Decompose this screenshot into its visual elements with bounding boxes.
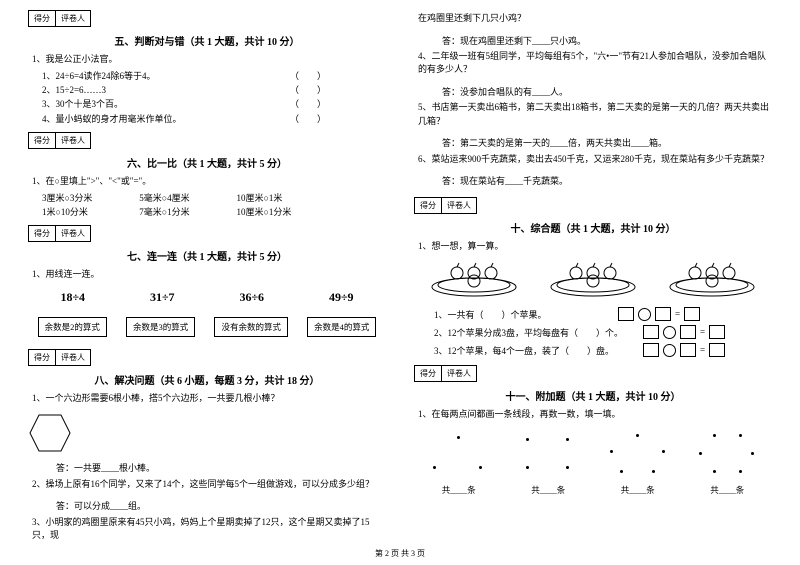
s10-q1: 1、想一想，算一算。	[418, 240, 772, 254]
remainder-box: 没有余数的算式	[214, 317, 288, 337]
s6-row2: 1米○10分米 7毫米○1分米 10厘米○1分米	[42, 205, 386, 219]
blank-box[interactable]	[618, 307, 634, 321]
score-box: 得分 评卷人	[28, 349, 91, 366]
div-expr: 36÷6	[239, 290, 264, 305]
blank-box[interactable]	[643, 343, 659, 357]
s8-a3: 答：现在鸡圈里还剩下____只小鸡。	[442, 34, 772, 48]
dot-sets	[414, 430, 772, 480]
s8-a5: 答：第二天卖的是第一天的____倍，两天共卖出____箱。	[442, 136, 772, 150]
score-box: 得分 评卷人	[28, 132, 91, 149]
blank-circle[interactable]	[638, 308, 651, 321]
score-box: 得分 评卷人	[28, 10, 91, 27]
s8-a1: 答：一共要____根小棒。	[56, 461, 386, 475]
s8-a2: 答：可以分成____组。	[56, 499, 386, 513]
dot-set-4	[508, 430, 588, 480]
score-box: 得分 评卷人	[414, 197, 477, 214]
division-row: 18÷4 31÷7 36÷6 49÷9	[28, 290, 386, 305]
fill-label: 共____条	[710, 484, 744, 496]
s5-q1: 1、我是公正小法官。	[32, 53, 386, 67]
section-10-title: 十、综合题（共 1 大题，共计 10 分）	[414, 220, 772, 235]
blank-box[interactable]	[680, 325, 696, 339]
dot-set-6	[687, 430, 767, 480]
s8-q4: 4、二年级一班有5组同学，平均每组有5个，"六•一"节有21人参加合唱队，没参加…	[418, 50, 772, 77]
s6-q1: 1、在○里填上">"、"<"或"="。	[32, 175, 386, 189]
score-box: 得分 评卷人	[28, 225, 91, 242]
blank-circle[interactable]	[663, 344, 676, 357]
blank-box[interactable]	[655, 307, 671, 321]
page-footer: 第 2 页 共 3 页	[0, 548, 800, 559]
s10-line3: 3、12个苹果，每4个一盘，装了（ ）盘。 =	[434, 343, 772, 357]
blank-box[interactable]	[709, 343, 725, 357]
blank-box[interactable]	[709, 325, 725, 339]
s5-i1: 1、24÷6=4读作24除6等于4。（ ）	[42, 69, 386, 83]
s10-line2: 2、12个苹果分成3盘，平均每盘有（ ）个。 =	[434, 325, 772, 339]
fill-label: 共____条	[621, 484, 655, 496]
s7-q1: 1、用线连一连。	[32, 268, 386, 282]
blank-box[interactable]	[680, 343, 696, 357]
apple-plate-icon	[667, 259, 757, 297]
s8-q3: 3、小明家的鸡圈里原来有45只小鸡，妈妈上个星期卖掉了12只，这个星期又卖掉了1…	[32, 516, 386, 543]
s8-a4: 答：没参加合唱队的有____人。	[442, 85, 772, 99]
score-label: 得分	[29, 11, 56, 26]
apple-plates	[414, 259, 772, 297]
s8-q1: 1、一个六边形需要6根小棒，搭5个六边形，一共要几根小棒？	[32, 392, 386, 406]
s6-row1: 3厘米○3分米 5毫米○4厘米 10厘米○1米	[42, 191, 386, 205]
score-box: 得分 评卷人	[414, 365, 477, 382]
section-11-title: 十一、附加题（共 1 大题，共计 10 分）	[414, 388, 772, 403]
s8-q6: 6、菜站运来900千克蔬菜，卖出去450千克，又运来280千克，现在菜站有多少千…	[418, 153, 772, 167]
div-expr: 31÷7	[150, 290, 175, 305]
remainder-box: 余数是3的算式	[126, 317, 195, 337]
s5-i3: 3、30个十是3个百。（ ）	[42, 97, 386, 111]
dot-set-3	[419, 430, 499, 480]
div-expr: 49÷9	[329, 290, 354, 305]
section-7-title: 七、连一连（共 1 大题，共计 5 分）	[28, 248, 386, 263]
s8-a6: 答：现在菜站有____千克蔬菜。	[442, 174, 772, 188]
s10-line1: 1、一共有（ ）个苹果。 =	[434, 307, 772, 321]
s5-i4: 4、量小蚂蚁的身才用毫米作单位。（ ）	[42, 112, 386, 126]
hexagon-icon	[28, 413, 72, 453]
blank-box[interactable]	[684, 307, 700, 321]
section-8-title: 八、解决问题（共 6 小题，每题 3 分，共计 18 分）	[28, 372, 386, 387]
div-expr: 18÷4	[60, 290, 85, 305]
remainder-box: 余数是4的算式	[307, 317, 376, 337]
s8-q3b: 在鸡圈里还剩下几只小鸡？	[418, 12, 772, 26]
blank-circle[interactable]	[663, 326, 676, 339]
remainder-box-row: 余数是2的算式 余数是3的算式 没有余数的算式 余数是4的算式	[28, 317, 386, 337]
apple-plate-icon	[548, 259, 638, 297]
section-5-title: 五、判断对与错（共 1 大题，共计 10 分）	[28, 33, 386, 48]
apple-plate-icon	[429, 259, 519, 297]
blank-box[interactable]	[643, 325, 659, 339]
s8-q2: 2、操场上原有16个同学，又来了14个，这些同学每5个一组做游戏，可以分成多少组…	[32, 478, 386, 492]
fill-label: 共____条	[442, 484, 476, 496]
fill-label: 共____条	[531, 484, 565, 496]
s5-i2: 2、15÷2=6……3（ ）	[42, 83, 386, 97]
fill-row: 共____条 共____条 共____条 共____条	[414, 484, 772, 496]
s11-q1: 1、在每两点间都画一条线段，再数一数，填一填。	[418, 408, 772, 422]
s8-q5: 5、书店第一天卖出6箱书，第二天卖出18箱书，第二天卖的是第一天的几倍？两天共卖…	[418, 101, 772, 128]
grader-label: 评卷人	[56, 11, 90, 26]
dot-set-5	[598, 430, 678, 480]
section-6-title: 六、比一比（共 1 大题，共计 5 分）	[28, 155, 386, 170]
remainder-box: 余数是2的算式	[38, 317, 107, 337]
